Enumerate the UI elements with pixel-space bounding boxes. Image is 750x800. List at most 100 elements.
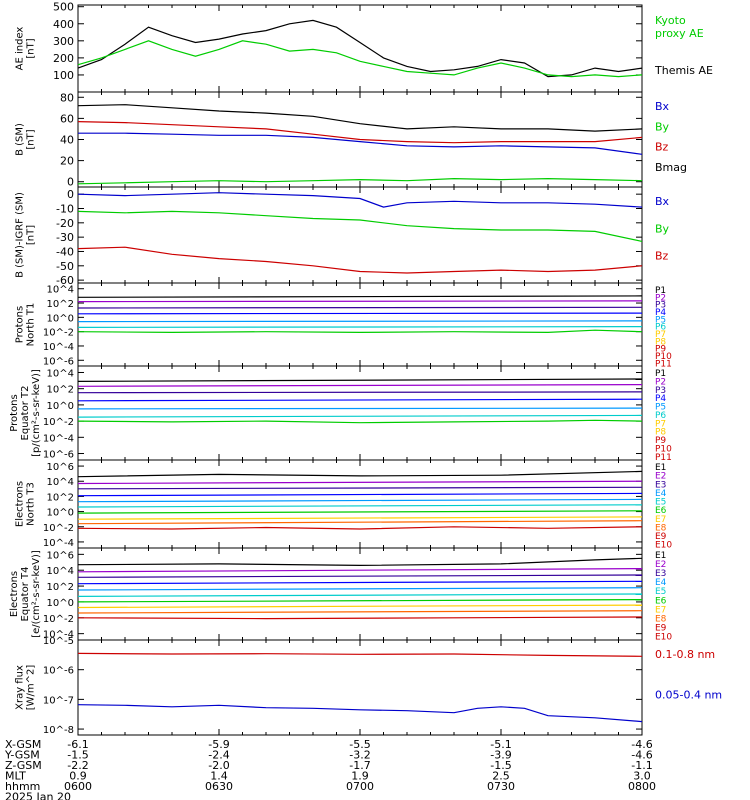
legend-label: P4 (655, 308, 666, 318)
series-line-e7 (77, 598, 643, 603)
series-line-e1 (77, 557, 643, 567)
axis-row-value: -3.9 (490, 749, 511, 762)
axis-row-value: -5.5 (349, 738, 370, 751)
legend-label: E5 (655, 587, 666, 597)
legend-label: P10 (655, 352, 672, 362)
legend-label: P1 (655, 286, 666, 296)
y-tick-label: 80 (60, 91, 74, 104)
axis-row-value: 0700 (346, 780, 374, 793)
axis-row-value: 0800 (628, 780, 656, 793)
y-axis-title: B (SM)-IGRF (SM) (15, 192, 26, 278)
y-tick-label: 400 (53, 18, 74, 31)
series-line-p3 (77, 391, 643, 394)
series-line-e9 (77, 610, 643, 614)
y-axis-title: Protons (15, 306, 26, 343)
axis-row-value: 2.5 (492, 770, 510, 783)
series-line-bx (77, 192, 643, 208)
series-line-kyoto-proxy-ae (77, 40, 643, 78)
panel-2: 80 60 40 20 0 B (SM) [nT] Bx By Bz Bmag (15, 91, 688, 188)
legend-label: Bz (655, 250, 669, 263)
y-tick-label: 10^6 (47, 462, 74, 473)
y-tick-label: -10 (56, 202, 74, 215)
legend-label: E7 (655, 515, 666, 525)
axis-row-value: 0730 (487, 780, 515, 793)
axis-row-value: -4.6 (631, 738, 652, 751)
y-axis-title: B (SM) (15, 123, 26, 156)
y-tick-label: 10^-2 (43, 328, 74, 339)
axis-row-value: -2.0 (208, 759, 229, 772)
series-line-e10 (77, 616, 643, 620)
legend-label: P11 (655, 453, 672, 463)
series-line-e3 (77, 486, 643, 490)
y-axis-title: [e/(cm²-s-sr-keV)] (31, 550, 42, 638)
legend-label: 0.1-0.8 nm (655, 648, 715, 661)
y-tick-label: 0 (67, 176, 74, 189)
axis-row-value: -3.2 (349, 749, 370, 762)
series-line-e8 (77, 604, 643, 609)
y-axis-title: Protons (9, 394, 20, 431)
y-axis-title: AE index (15, 27, 26, 71)
y-tick-label: 10^4 (47, 477, 74, 488)
axis-row-value: -1.5 (67, 749, 88, 762)
series-line-bz (77, 121, 643, 144)
y-axis-title: Electrons (9, 571, 20, 617)
legend-label: P7 (655, 419, 666, 429)
y-tick-label: 10^2 (47, 492, 74, 503)
legend-label: E8 (655, 523, 667, 533)
series-line-p3 (77, 306, 643, 309)
axis-row-label: hhmm (5, 780, 40, 793)
series-line-p1 (77, 295, 643, 298)
y-tick-label: 10^2 (47, 582, 74, 593)
legend-label: P8 (655, 337, 666, 347)
series-line-e1 (77, 470, 643, 478)
y-tick-label: 60 (60, 112, 74, 125)
legend-label: E9 (655, 623, 667, 633)
legend-label: E3 (655, 480, 666, 490)
axis-row-value: -1.7 (349, 759, 370, 772)
legend-label: E6 (655, 596, 667, 606)
legend-label: E2 (655, 472, 666, 482)
axis-row-value: -5.1 (490, 738, 511, 751)
y-axis-title: [W/m^2] (26, 665, 37, 711)
legend-label: E10 (655, 541, 672, 551)
legend-label: Bmag (655, 161, 687, 174)
y-tick-label: 10^-7 (43, 695, 74, 706)
series-line-p6 (77, 414, 643, 418)
legend-label: 0.05-0.4 nm (655, 689, 722, 702)
axis-row-label: MLT (5, 770, 26, 783)
series-line-e5 (77, 587, 643, 591)
y-tick-label: 10^-2 (43, 417, 74, 428)
axis-row-label: X-GSM (5, 738, 41, 751)
legend-label: Bz (655, 141, 669, 154)
y-tick-label: 10^-4 (43, 342, 74, 353)
legend-label: P8 (655, 428, 666, 438)
legend-label: P2 (655, 293, 666, 303)
series-line-by (77, 177, 643, 185)
y-axis-title: Equator T4 (20, 567, 31, 622)
series-line-bmag (77, 104, 643, 132)
legend-label: P7 (655, 330, 666, 340)
axis-row-value: -5.9 (208, 738, 229, 751)
y-axis-title: Equator T2 (20, 386, 31, 441)
series-line-e5 (77, 498, 643, 503)
legend-label: P10 (655, 444, 672, 454)
axis-row-value: -4.6 (631, 749, 652, 762)
y-tick-label: 0 (67, 188, 74, 201)
legend-label: Themis AE (654, 64, 713, 77)
y-tick-label: 10^-4 (43, 433, 74, 444)
series-line-e6 (77, 593, 643, 598)
legend-label: P11 (655, 359, 672, 369)
legend-label: E10 (655, 632, 672, 642)
y-tick-label: 10^-5 (43, 636, 74, 647)
y-tick-label: 10^-6 (43, 666, 74, 677)
legend-label: P6 (655, 411, 666, 421)
legend-label: P1 (655, 369, 666, 379)
series-line-p7 (77, 329, 643, 334)
legend-label: P5 (655, 315, 666, 325)
legend-label: E7 (655, 605, 666, 615)
y-tick-label: 10^4 (47, 566, 74, 577)
series-line-0-05-0-4-nm (77, 704, 643, 723)
series-line-e2 (77, 480, 643, 485)
legend-label: Kyoto (655, 14, 686, 27)
axis-row-label: Z-GSM (5, 759, 42, 772)
